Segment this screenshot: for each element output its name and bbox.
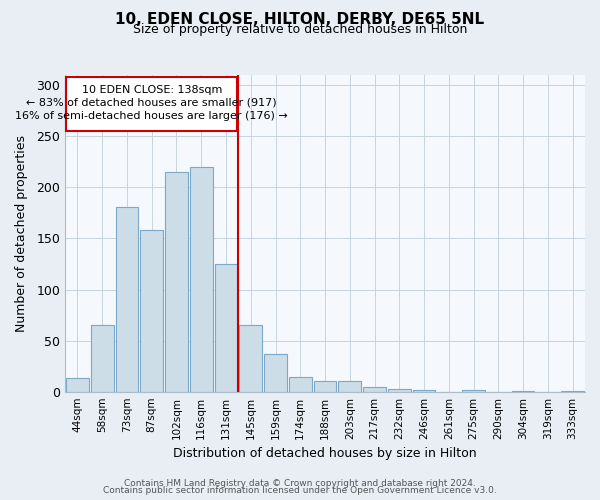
Bar: [512, 390, 535, 392]
Bar: [66, 378, 89, 392]
Bar: [388, 388, 410, 392]
Bar: [116, 207, 139, 392]
Bar: [314, 382, 337, 392]
Bar: [462, 390, 485, 392]
Text: 10 EDEN CLOSE: 138sqm: 10 EDEN CLOSE: 138sqm: [82, 85, 222, 95]
Bar: [215, 264, 238, 392]
Bar: [289, 378, 311, 392]
Bar: [413, 390, 436, 392]
Bar: [140, 230, 163, 392]
Y-axis label: Number of detached properties: Number of detached properties: [15, 135, 28, 332]
Text: Contains public sector information licensed under the Open Government Licence v3: Contains public sector information licen…: [103, 486, 497, 495]
Bar: [363, 386, 386, 392]
Bar: [67, 77, 237, 131]
Text: ← 83% of detached houses are smaller (917): ← 83% of detached houses are smaller (91…: [26, 98, 277, 108]
Text: Size of property relative to detached houses in Hilton: Size of property relative to detached ho…: [133, 22, 467, 36]
Text: Contains HM Land Registry data © Crown copyright and database right 2024.: Contains HM Land Registry data © Crown c…: [124, 478, 476, 488]
Bar: [91, 326, 113, 392]
X-axis label: Distribution of detached houses by size in Hilton: Distribution of detached houses by size …: [173, 447, 477, 460]
Text: 16% of semi-detached houses are larger (176) →: 16% of semi-detached houses are larger (…: [16, 111, 288, 121]
Text: 10, EDEN CLOSE, HILTON, DERBY, DE65 5NL: 10, EDEN CLOSE, HILTON, DERBY, DE65 5NL: [115, 12, 485, 28]
Bar: [239, 326, 262, 392]
Bar: [165, 172, 188, 392]
Bar: [338, 382, 361, 392]
Bar: [561, 390, 584, 392]
Bar: [264, 354, 287, 392]
Bar: [190, 167, 212, 392]
